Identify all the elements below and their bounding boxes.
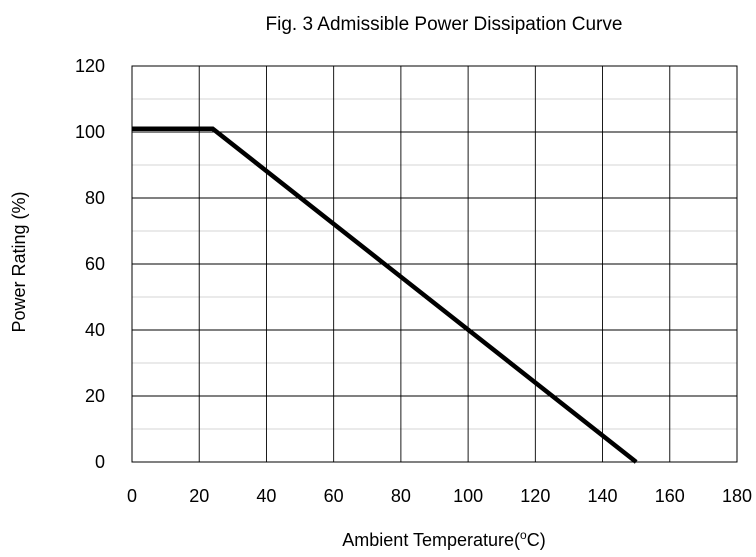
x-tick-label: 120	[520, 486, 550, 506]
derating-curve-line	[132, 126, 638, 464]
chart-title: Fig. 3 Admissible Power Dissipation Curv…	[266, 14, 623, 35]
tick-labels: 0 20 40 60 80 100 120 140 160 180 0 20 40 60 80 100 120	[75, 56, 752, 506]
y-tick-label: 100	[75, 122, 105, 142]
x-tick-label: 0	[127, 486, 137, 506]
x-axis-label-superscript: o	[520, 528, 527, 542]
x-tick-label: 160	[655, 486, 685, 506]
x-tick-label: 180	[722, 486, 752, 506]
x-tick-label: 20	[189, 486, 209, 506]
y-tick-label: 40	[85, 320, 105, 340]
y-axis-label: Power Rating (%)	[9, 191, 29, 332]
x-axis-label-prefix: Ambient Temperature(	[342, 530, 520, 550]
y-tick-label: 20	[85, 386, 105, 406]
series-layer	[132, 126, 638, 464]
x-tick-label: 60	[324, 486, 344, 506]
grid	[132, 66, 737, 462]
y-tick-label: 60	[85, 254, 105, 274]
x-tick-label: 80	[391, 486, 411, 506]
x-tick-label: 140	[588, 486, 618, 506]
y-tick-label: 0	[95, 452, 105, 472]
x-tick-label: 40	[256, 486, 276, 506]
x-axis-label-suffix: C)	[527, 530, 546, 550]
x-tick-label: 100	[453, 486, 483, 506]
plot-area-frame	[131, 65, 738, 463]
y-tick-label: 80	[85, 188, 105, 208]
x-axis-label: Ambient Temperature(oC)	[342, 528, 545, 550]
y-tick-label: 120	[75, 56, 105, 76]
